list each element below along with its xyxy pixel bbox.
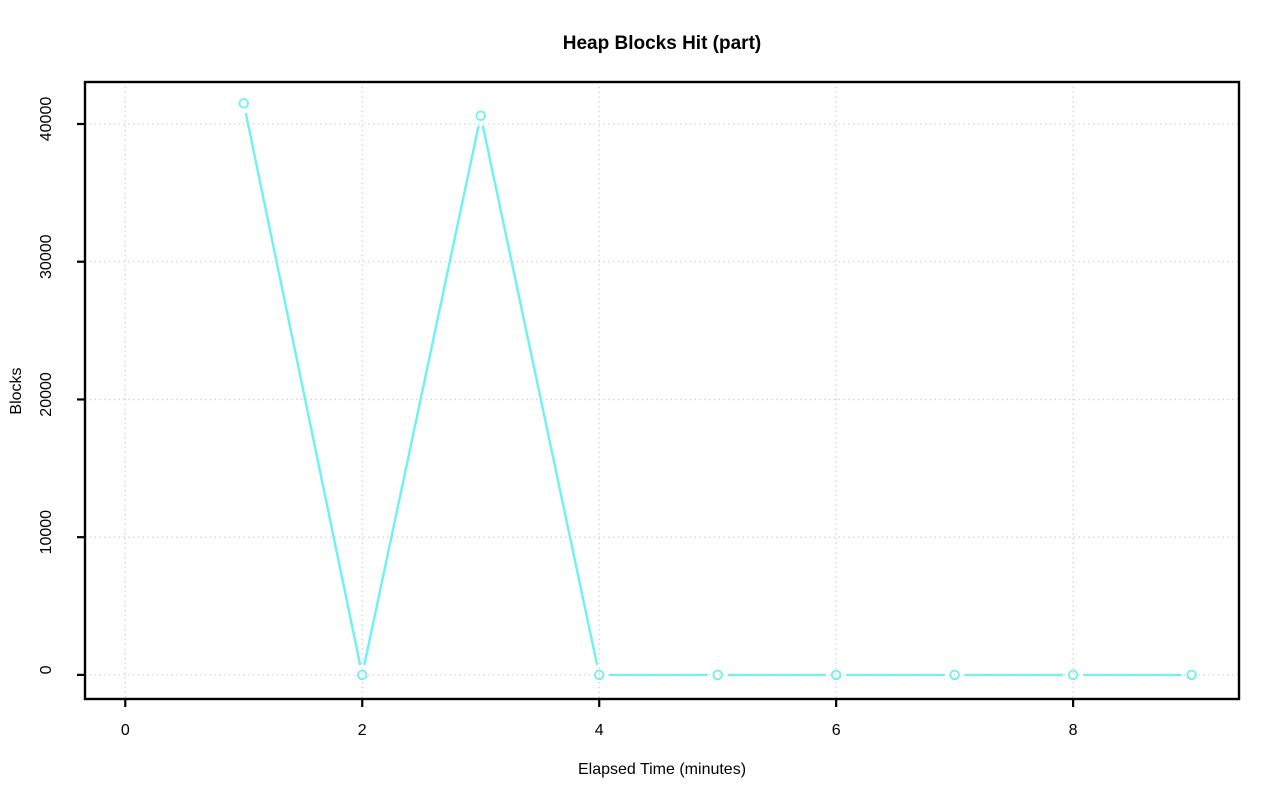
series-line-segment — [244, 112, 362, 666]
chart-title: Heap Blocks Hit (part) — [562, 33, 762, 54]
y-tick-label: 0 — [38, 665, 55, 674]
y-tick-label: 40000 — [38, 97, 55, 142]
x-tick-label: 6 — [832, 722, 841, 739]
data-point-marker-x2 — [357, 669, 368, 681]
plot-box — [83, 80, 1241, 701]
x-axis-title: Elapsed Time (minutes) — [577, 761, 747, 778]
y-axis-title: Blocks — [8, 367, 25, 415]
y-tick-label: 30000 — [38, 234, 55, 279]
x-tick-label: 4 — [595, 722, 604, 739]
data-point-marker-x6 — [830, 669, 842, 681]
x-tick-label: 2 — [358, 722, 367, 739]
series-line-segment — [363, 125, 480, 666]
data-point-marker-x3 — [475, 110, 486, 121]
y-tick-label: 20000 — [38, 372, 55, 417]
data-point-marker-x8 — [1067, 669, 1079, 681]
data-point-marker-x9 — [1186, 669, 1197, 681]
data-point-marker-x1 — [238, 98, 249, 109]
x-tick-label: 8 — [1069, 722, 1078, 739]
series-line-segment — [481, 125, 599, 666]
data-point-marker-x5 — [712, 669, 723, 681]
x-tick-label: 0 — [121, 722, 130, 739]
y-tick-label: 10000 — [38, 510, 55, 555]
